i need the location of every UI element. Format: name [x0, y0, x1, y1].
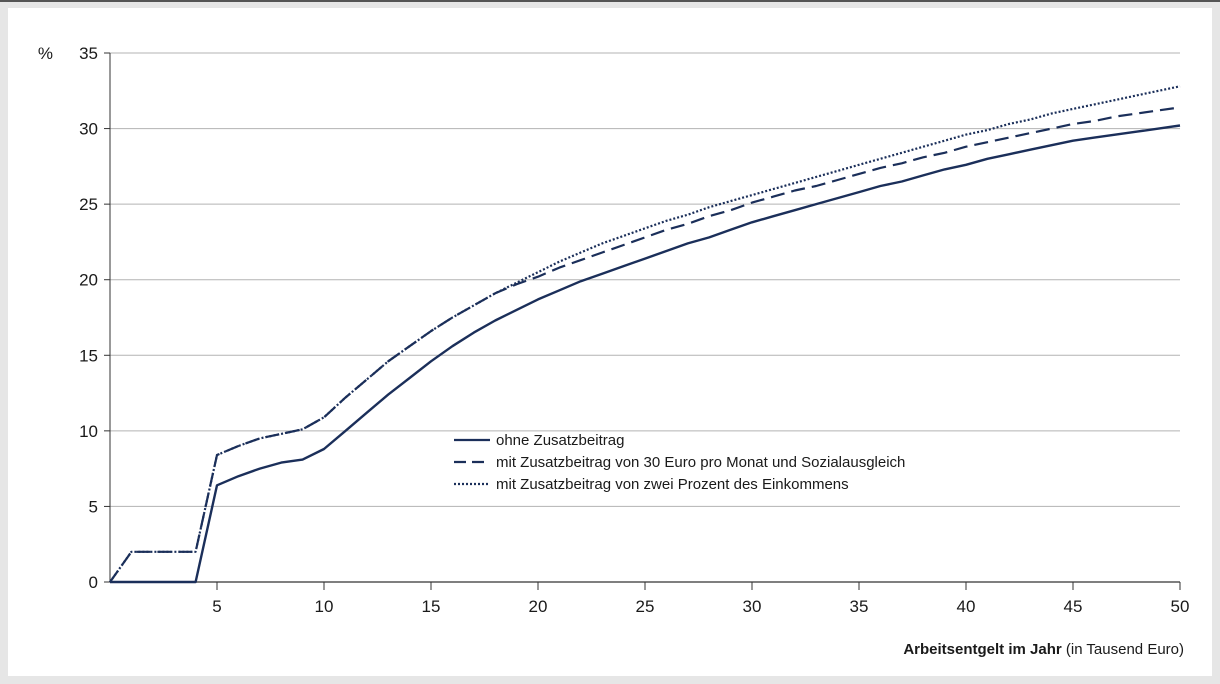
series-line-solid — [110, 124, 1181, 584]
series-layer — [109, 85, 1181, 584]
x-tick-label-20: 20 — [529, 597, 548, 616]
x-tick-label-5: 5 — [212, 597, 221, 616]
y-tick-label-15: 15 — [79, 346, 98, 365]
series-line-dotted — [109, 85, 1181, 583]
x-tick-label-15: 15 — [422, 597, 441, 616]
y-tick-label-20: 20 — [79, 271, 98, 290]
x-tick-label-45: 45 — [1064, 597, 1083, 616]
top-border — [0, 0, 1220, 2]
y-tick-label-25: 25 — [79, 195, 98, 214]
y-tick-label-0: 0 — [89, 573, 98, 592]
y-tick-label-30: 30 — [79, 120, 98, 139]
x-axis-title-rest: (in Tausend Euro) — [1062, 641, 1184, 658]
legend: ohne Zusatzbeitrag mit Zusatzbeitrag von … — [454, 432, 905, 493]
axis-layer: 0 5 10 15 20 25 30 35 5 10 15 20 25 30 35 40 45 50 — [79, 44, 1189, 616]
y-tick-label-5: 5 — [89, 497, 98, 516]
x-tick-label-35: 35 — [850, 597, 869, 616]
x-axis-title-bold: Arbeitsentgelt im Jahr — [903, 641, 1062, 658]
x-tick-label-40: 40 — [957, 597, 976, 616]
legend-label-dotted: mit Zusatzbeitrag von zwei Prozent des E… — [496, 476, 849, 493]
x-tick-label-50: 50 — [1171, 597, 1190, 616]
x-tick-label-10: 10 — [315, 597, 334, 616]
grid-layer — [110, 52, 1180, 507]
chart-panel: 0 5 10 15 20 25 30 35 5 10 15 20 25 30 35 40 45 50 ohne Z… — [8, 8, 1212, 676]
x-axis-title: Arbeitsentgelt im Jahr (in Tausend Euro) — [903, 641, 1184, 658]
legend-label-solid: ohne Zusatzbeitrag — [496, 432, 624, 449]
line-chart: 0 5 10 15 20 25 30 35 5 10 15 20 25 30 35 40 45 50 ohne Z… — [38, 44, 1190, 658]
y-unit-label: % — [38, 44, 53, 63]
series-line-dashed — [109, 106, 1181, 583]
x-tick-label-30: 30 — [743, 597, 762, 616]
legend-label-dashed: mit Zusatzbeitrag von 30 Euro pro Monat … — [496, 454, 905, 471]
y-tick-label-35: 35 — [79, 44, 98, 63]
x-tick-label-25: 25 — [636, 597, 655, 616]
y-tick-label-10: 10 — [79, 422, 98, 441]
